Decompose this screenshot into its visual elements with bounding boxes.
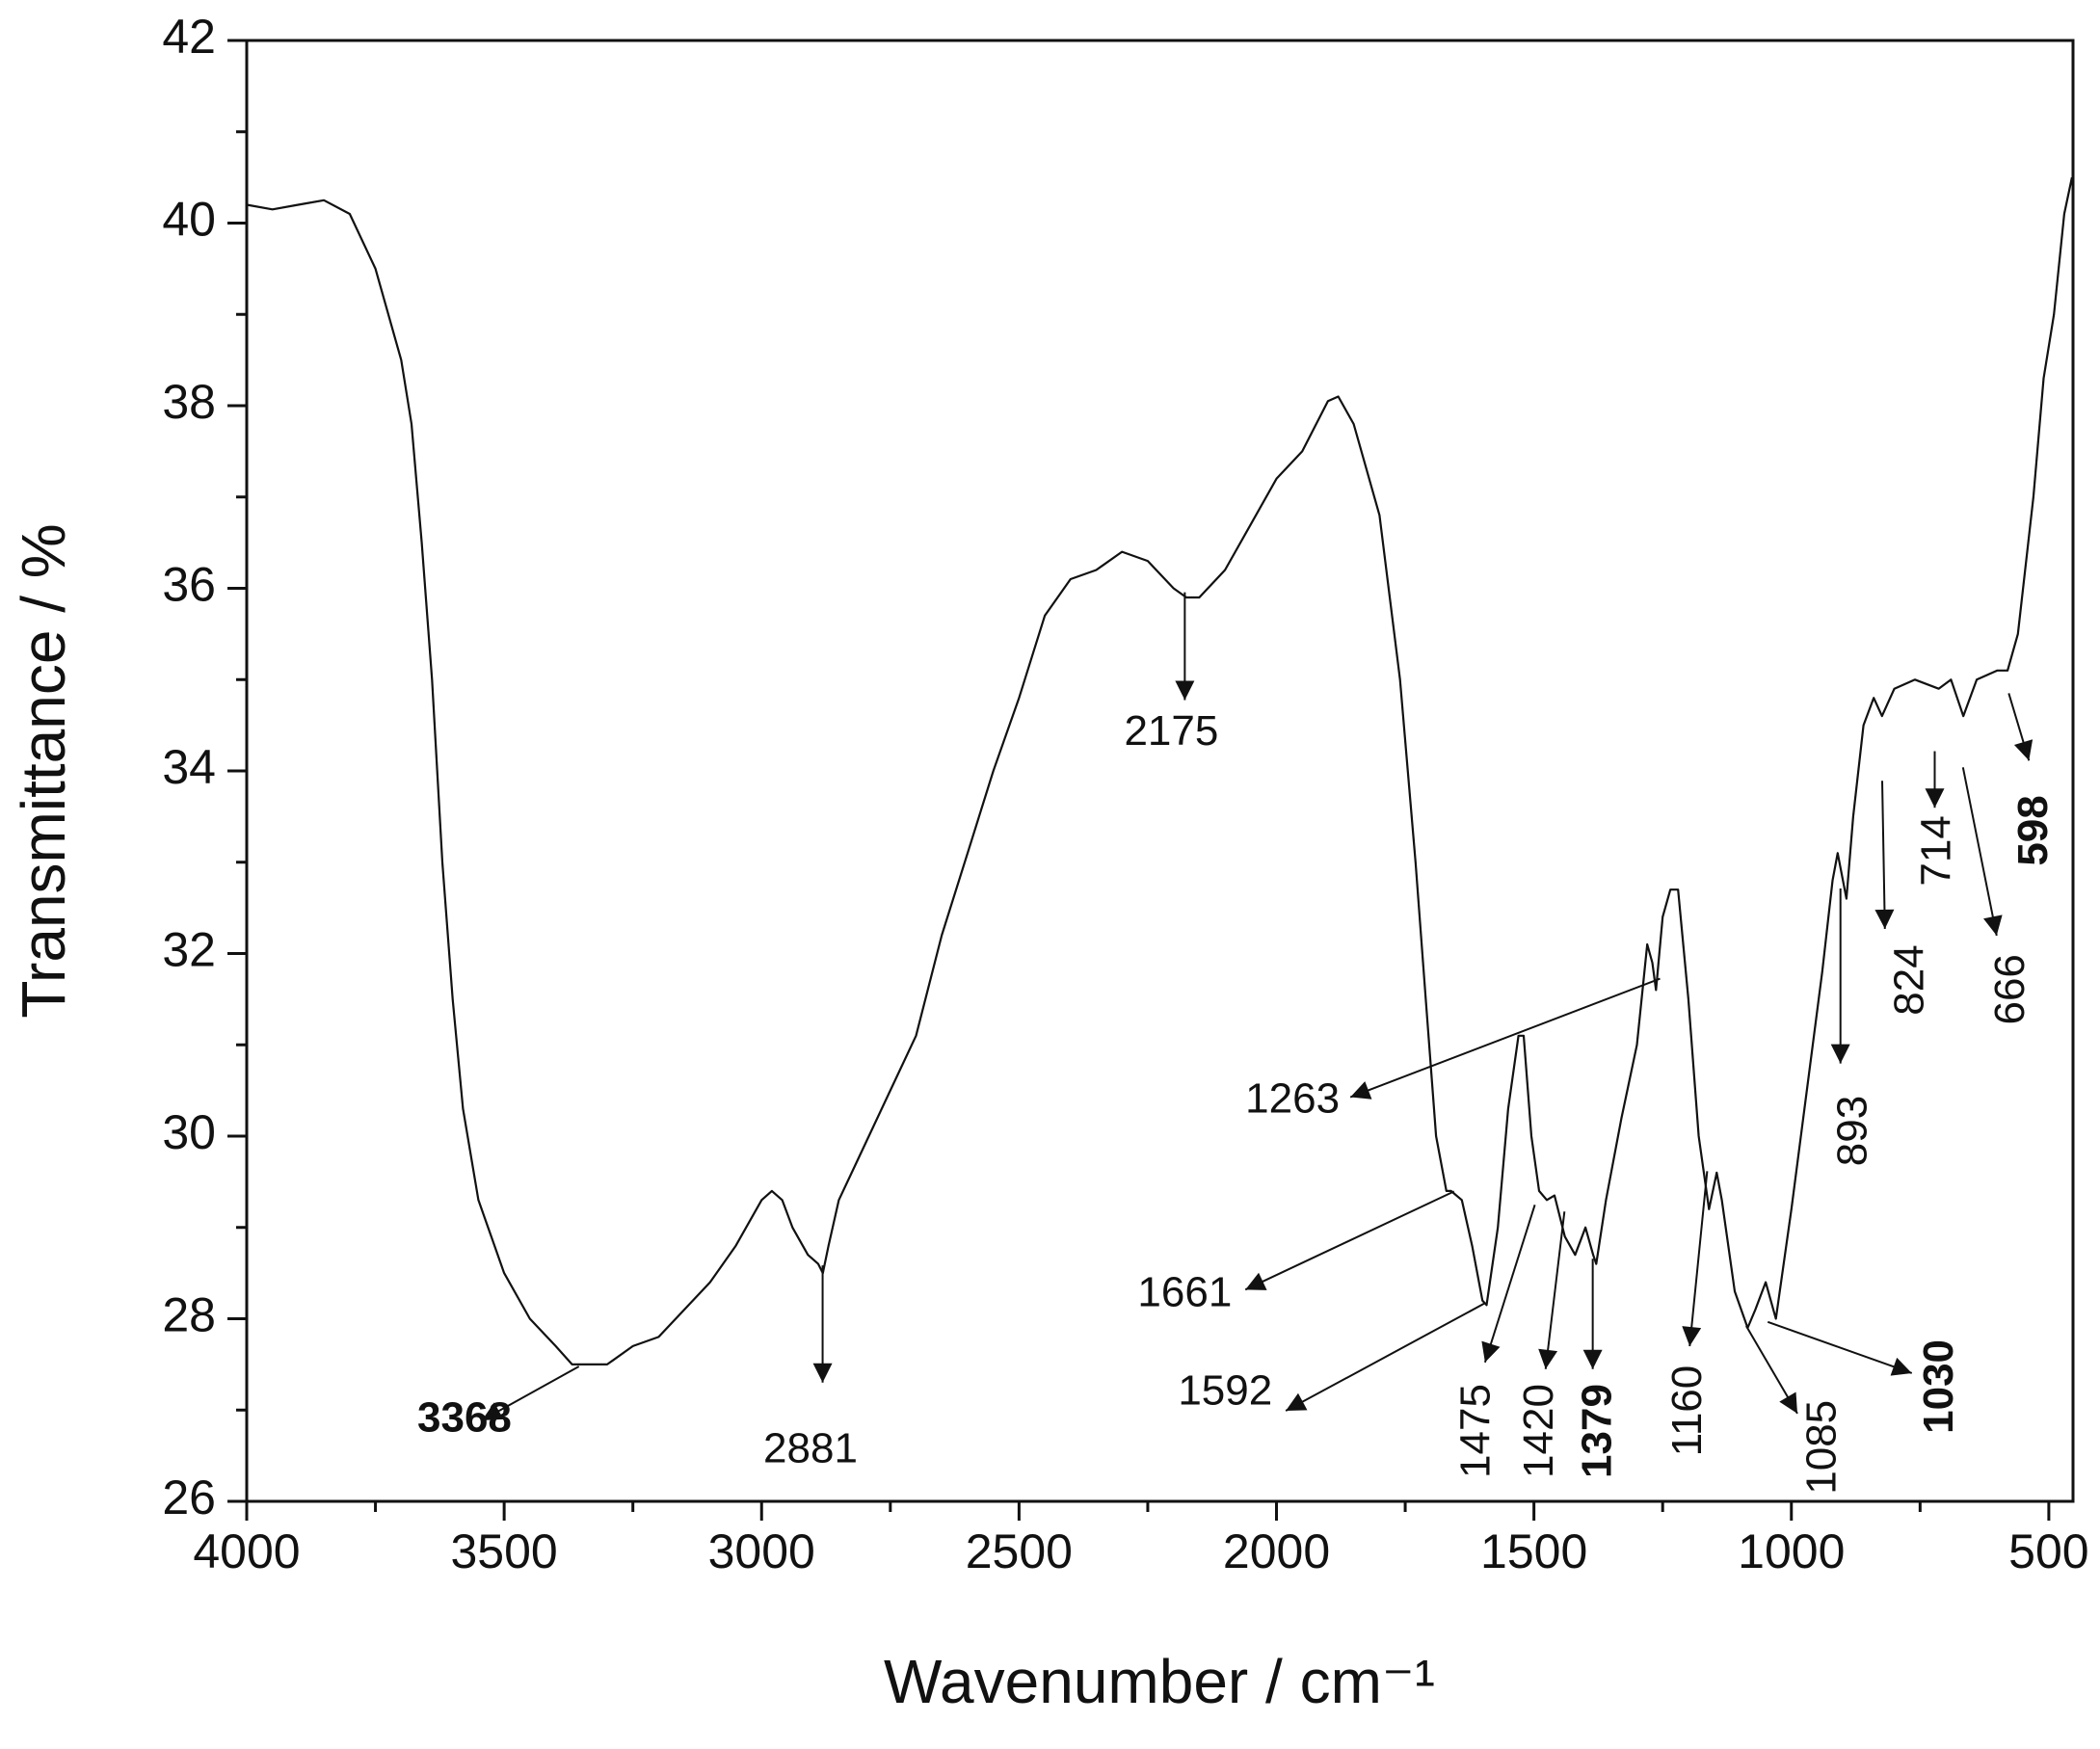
annotation-label: 1160 (1663, 1365, 1711, 1457)
annotation-label: 1085 (1798, 1400, 1846, 1495)
annotation-arrow (1961, 767, 2003, 937)
annotation-arrow (1244, 1190, 1455, 1291)
annotation-label: 1475 (1452, 1384, 1500, 1478)
x-tick-label: 3000 (708, 1524, 815, 1578)
annotation-label: 1030 (1915, 1339, 1962, 1434)
y-tick-label: 40 (162, 193, 216, 247)
annotation-arrow (1481, 1205, 1536, 1364)
annotation-label: 2881 (763, 1425, 858, 1472)
x-tick-label: 4000 (193, 1524, 300, 1578)
annotation-arrow (1349, 977, 1661, 1100)
y-tick-label: 38 (162, 375, 216, 429)
x-tick-label: 1500 (1480, 1524, 1587, 1578)
annotation-label: 1592 (1178, 1367, 1272, 1415)
y-tick-label: 34 (162, 740, 216, 794)
annotation-arrow (1745, 1325, 1798, 1415)
annotation-label: 893 (1829, 1096, 1876, 1166)
annotation-label: 1420 (1515, 1384, 1562, 1478)
annotation-label: 1661 (1137, 1269, 1232, 1316)
annotation-arrow (1874, 781, 1895, 929)
y-axis-label: Transmittance / % (9, 523, 78, 1018)
annotation-arrow (481, 1365, 580, 1421)
x-tick-label: 2000 (1223, 1524, 1330, 1578)
y-tick-label: 36 (162, 558, 216, 612)
annotation-label: 824 (1885, 944, 1932, 1015)
x-tick-label: 3500 (451, 1524, 558, 1578)
x-axis-label: Wavenumber / cm⁻¹ (884, 1647, 1435, 1716)
annotation-arrow (2007, 693, 2034, 761)
x-tick-label: 500 (2008, 1524, 2088, 1578)
annotation-label: 2175 (1124, 707, 1218, 755)
annotation-label: 598 (2009, 795, 2057, 865)
annotation-label: 666 (1986, 954, 2034, 1024)
spectrum-line (246, 176, 2073, 1365)
annotation-label: 1379 (1573, 1384, 1620, 1478)
y-tick-label: 30 (162, 1105, 216, 1159)
annotation-label: 714 (1912, 815, 1959, 886)
annotation-label: 3368 (417, 1393, 512, 1441)
x-tick-label: 1000 (1738, 1524, 1845, 1578)
annotation-arrow (1682, 1171, 1709, 1347)
annotation-arrow (1285, 1302, 1486, 1412)
annotation-arrow (1538, 1211, 1566, 1369)
y-tick-label: 28 (162, 1288, 216, 1342)
annotation-label: 1263 (1245, 1074, 1340, 1122)
x-tick-label: 2500 (966, 1524, 1073, 1578)
y-tick-label: 32 (162, 923, 216, 977)
y-tick-label: 26 (162, 1471, 216, 1524)
annotation-arrow (1767, 1320, 1913, 1376)
y-tick-label: 42 (162, 10, 216, 64)
